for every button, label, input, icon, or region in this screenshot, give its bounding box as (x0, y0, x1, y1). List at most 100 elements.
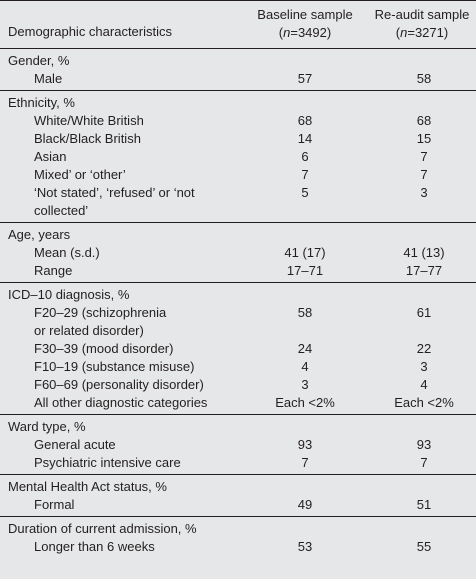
table-row: Male 57 58 (0, 70, 476, 88)
section-title-label: ICD–10 diagnosis, % (8, 287, 130, 302)
reaudit-column-n: (n=3271) (368, 24, 476, 42)
table-row: Psychiatric intensive care 7 7 (0, 454, 476, 472)
row-label: ‘Not stated’, ‘refused’ or ‘not (34, 185, 195, 200)
baseline-column-n: (n=3492) (240, 24, 370, 42)
baseline-value: 57 (297, 71, 313, 86)
row-label: Formal (34, 497, 75, 512)
table-row: All other diagnostic categories Each <2% E… (0, 394, 476, 412)
table-row: F30–39 (mood disorder) 24 22 (0, 340, 476, 358)
reaudit-value: 7 (420, 149, 428, 164)
table-row: F20–29 (schizophrenia 58 61 (0, 304, 476, 322)
reaudit-value: 51 (416, 497, 432, 512)
row-label: Psychiatric intensive care (34, 455, 181, 470)
reaudit-value: 68 (416, 113, 432, 128)
baseline-value: 6 (301, 149, 309, 164)
section-divider (0, 474, 476, 475)
section-title-label: Age, years (8, 227, 71, 242)
reaudit-value: 7 (420, 167, 428, 182)
baseline-value: 14 (297, 131, 313, 146)
baseline-value: 24 (297, 341, 313, 356)
section-divider (0, 0, 476, 1)
baseline-value: 4 (301, 359, 309, 374)
reaudit-value: 15 (416, 131, 432, 146)
table-row-continuation: or related disorder) (0, 322, 476, 340)
section-title: Duration of current admission, % (0, 520, 476, 538)
baseline-value: 17–71 (286, 263, 324, 278)
row-label: Mean (s.d.) (34, 245, 100, 260)
reaudit-value: 4 (420, 377, 428, 392)
reaudit-n-value: =3271) (407, 25, 449, 40)
section-divider (0, 516, 476, 517)
row-label-continuation: or related disorder) (34, 323, 144, 338)
section-title-label: Duration of current admission, % (8, 521, 197, 536)
section-title-label: Mental Health Act status, % (8, 479, 167, 494)
baseline-value: 49 (297, 497, 313, 512)
row-label: F10–19 (substance misuse) (34, 359, 195, 374)
baseline-n-value: =3492) (290, 25, 332, 40)
table-row: Formal 49 51 (0, 496, 476, 514)
baseline-value: 53 (297, 539, 313, 554)
row-label: General acute (34, 437, 116, 452)
reaudit-value: 58 (416, 71, 432, 86)
baseline-value: 93 (297, 437, 313, 452)
baseline-value: Each <2% (275, 395, 335, 410)
reaudit-value: 93 (416, 437, 432, 452)
table-row: Asian 6 7 (0, 148, 476, 166)
table-row: Mean (s.d.) 41 (17) 41 (13) (0, 244, 476, 262)
section-divider (0, 282, 476, 283)
baseline-column-header: Baseline sample (n=3492) (240, 6, 370, 42)
baseline-value: 7 (301, 167, 309, 182)
section-title: Ethnicity, % (0, 94, 476, 112)
section-title-label: Ward type, % (8, 419, 86, 434)
reaudit-column-header: Re-audit sample (n=3271) (368, 6, 476, 42)
section-title: Ward type, % (0, 418, 476, 436)
reaudit-column-name: Re-audit sample (374, 7, 470, 22)
section-divider (0, 90, 476, 91)
table-row-continuation: collected’ (0, 202, 476, 220)
reaudit-value: 7 (420, 455, 428, 470)
table-row: Range 17–71 17–77 (0, 262, 476, 280)
row-label: Longer than 6 weeks (34, 539, 155, 554)
row-label: F30–39 (mood disorder) (34, 341, 174, 356)
table-row: Longer than 6 weeks 53 55 (0, 538, 476, 556)
baseline-value: 58 (297, 305, 313, 320)
row-label-continuation: collected’ (34, 203, 89, 218)
reaudit-value: 17–77 (405, 263, 443, 278)
baseline-value: 3 (301, 377, 309, 392)
reaudit-value: 61 (416, 305, 432, 320)
section-divider (0, 222, 476, 223)
baseline-value: 7 (301, 455, 309, 470)
table-row: Mixed’ or ‘other’ 7 7 (0, 166, 476, 184)
baseline-n-symbol: n (283, 25, 291, 40)
baseline-n-prefix: ( (278, 25, 284, 40)
row-label: Male (34, 71, 63, 86)
section-title-label: Ethnicity, % (8, 95, 75, 110)
row-label: F20–29 (schizophrenia (34, 305, 167, 320)
row-label: F60–69 (personality disorder) (34, 377, 204, 392)
table-row: Black/Black British 14 15 (0, 130, 476, 148)
baseline-value: 68 (297, 113, 313, 128)
row-label: Mixed’ or ‘other’ (34, 167, 126, 182)
table-row: White/White British 68 68 (0, 112, 476, 130)
row-label: Asian (34, 149, 67, 164)
section-title-label: Gender, % (8, 53, 70, 68)
baseline-value: 41 (17) (284, 245, 326, 260)
row-label: Black/Black British (34, 131, 141, 146)
row-label: Range (34, 263, 73, 278)
reaudit-n-symbol: n (400, 25, 408, 40)
reaudit-n-prefix: ( (395, 25, 401, 40)
reaudit-value: 3 (420, 185, 428, 200)
section-divider (0, 48, 476, 49)
table-row: F10–19 (substance misuse) 4 3 (0, 358, 476, 376)
baseline-value: 5 (301, 185, 309, 200)
section-divider (0, 414, 476, 415)
row-label: All other diagnostic categories (34, 395, 208, 410)
row-label: White/White British (34, 113, 144, 128)
reaudit-value: 55 (416, 539, 432, 554)
reaudit-value: 22 (416, 341, 432, 356)
section-title: ICD–10 diagnosis, % (0, 286, 476, 304)
table-row: ‘Not stated’, ‘refused’ or ‘not 5 3 (0, 184, 476, 202)
baseline-column-name: Baseline sample (257, 7, 353, 22)
section-title: Age, years (0, 226, 476, 244)
